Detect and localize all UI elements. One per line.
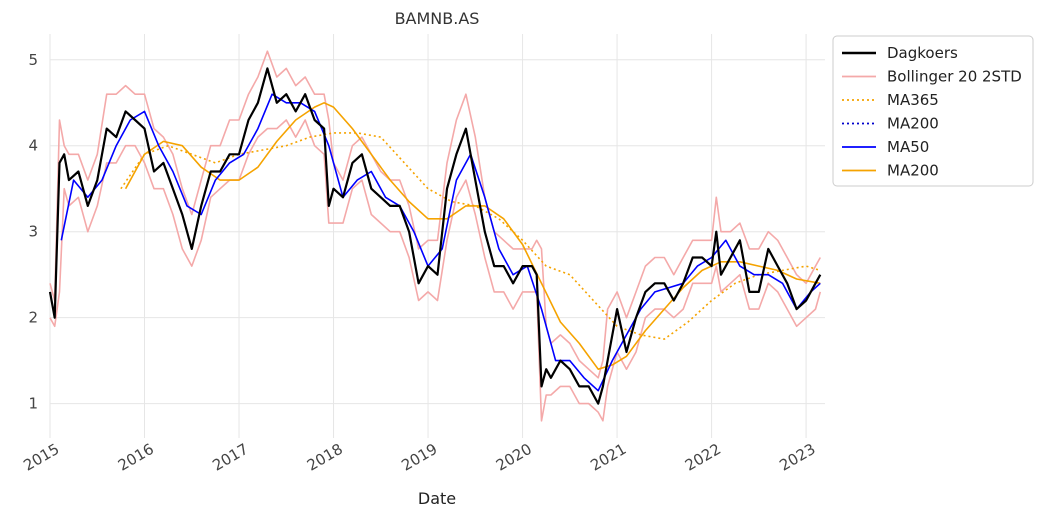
y-tick-label: 2 (28, 309, 38, 327)
legend-box (832, 35, 1034, 187)
series-bollinger-upper (49, 50, 821, 379)
plot-area (48, 50, 822, 422)
legend-label: Bollinger 20 2STD (887, 68, 1022, 86)
series-ma50-4 (60, 93, 821, 392)
legend: Dagkoers Bollinger 20 2STD MA365 MA200 MA50 M… (832, 35, 1034, 187)
y-tick-label: 3 (28, 223, 38, 241)
series-bollinger-lower (49, 119, 822, 422)
x-axis-label: Date (418, 489, 456, 508)
legend-label: MA200 (887, 115, 939, 133)
series-ma200-5 (124, 102, 821, 370)
y-tick-label: 1 (28, 395, 38, 413)
legend-label: MA50 (887, 138, 929, 156)
grid-lines (49, 34, 825, 438)
chart-title: BAMNB.AS (395, 9, 480, 28)
y-tick-label: 5 (28, 51, 38, 69)
legend-label: MA200 (887, 162, 939, 180)
legend-label: MA365 (887, 91, 939, 109)
series-dagkoers-0 (48, 67, 822, 405)
y-tick-label: 4 (28, 137, 38, 155)
y-tick-labels: 1 2 3 4 5 (28, 51, 38, 413)
legend-label: Dagkoers (887, 44, 958, 62)
